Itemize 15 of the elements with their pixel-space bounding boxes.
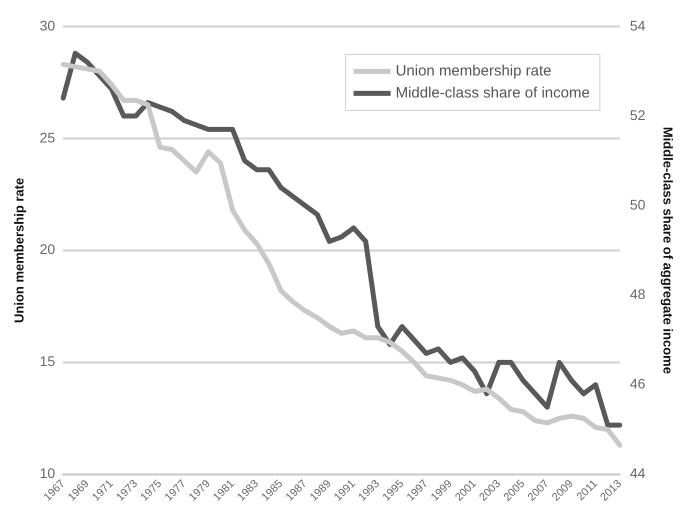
y-tick-label: 25 [40,129,56,146]
y2-tick-label: 46 [630,376,646,392]
y2-tick-label: 52 [630,106,646,123]
y-tick-label: 30 [40,17,56,34]
y2-tick-label: 54 [630,17,646,34]
y2-axis-title: Middle-class share of aggregate income [660,126,676,374]
y2-tick-label: 48 [630,286,646,302]
y2-tick-label: 50 [630,196,646,212]
y-axis-title: Union membership rate [11,178,26,323]
legend-label: Union membership rate [396,62,552,80]
y-tick-label: 15 [40,353,56,370]
y2-tick-label: 44 [630,465,646,482]
y-tick-label: 10 [40,465,56,482]
y-tick-label: 20 [40,241,56,258]
legend-label: Middle-class share of income [396,84,590,102]
